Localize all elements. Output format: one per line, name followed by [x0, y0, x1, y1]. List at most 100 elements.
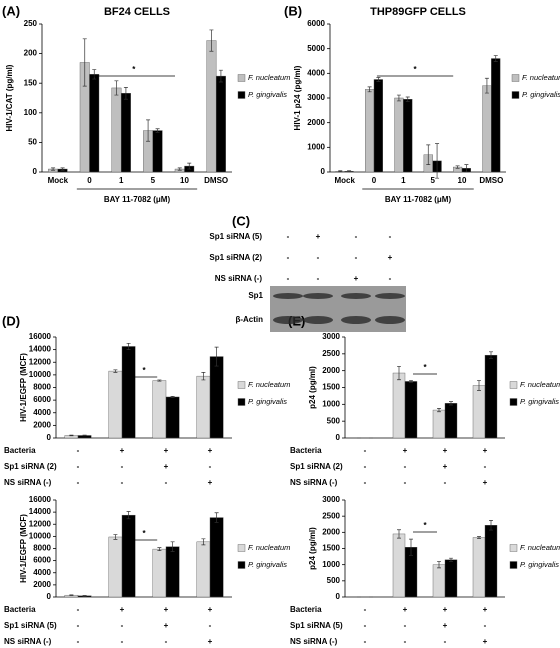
bar [121, 514, 136, 598]
bar [215, 75, 226, 173]
panel-label: (A) [2, 3, 20, 18]
error-bar [187, 162, 192, 170]
error-bar [214, 512, 219, 523]
row-sign: - [355, 232, 358, 241]
row-sign: - [317, 274, 320, 283]
condition-sign: + [208, 637, 213, 646]
x-tick-label: 1 [401, 176, 406, 185]
y-tick-label: 2000 [307, 118, 325, 127]
bar [444, 403, 458, 439]
legend-label: F. nucleatum [520, 543, 560, 552]
condition-sign: - [444, 478, 447, 487]
legend-label: P. gingivalis [248, 560, 287, 569]
y-tick-label: 6000 [33, 556, 51, 565]
bar [120, 93, 131, 173]
x-group-label: BAY 11-7082 (μM) [104, 195, 171, 204]
condition-sign: + [443, 621, 448, 630]
error-bar [397, 365, 401, 381]
bar [373, 79, 384, 173]
error-bar [146, 119, 151, 142]
error-bar [218, 69, 223, 83]
row-sign: - [317, 253, 320, 262]
legend-swatch [237, 381, 246, 389]
bar [152, 130, 163, 173]
bar [404, 381, 418, 439]
legend-swatch [237, 398, 246, 406]
y-tick-label: 100 [24, 108, 38, 117]
condition-sign: - [404, 621, 407, 630]
condition-label: NS siRNA (-) [4, 637, 52, 646]
y-tick-label: 500 [327, 416, 341, 425]
error-bar [455, 165, 460, 169]
condition-sign: + [443, 605, 448, 614]
condition-label: Sp1 siRNA (2) [4, 462, 57, 471]
y-tick-label: 1500 [322, 544, 340, 553]
y-tick-label: 250 [24, 19, 38, 28]
x-tick-label: DMSO [479, 176, 503, 185]
condition-sign: + [483, 446, 488, 455]
y-tick-label: 12000 [29, 357, 52, 366]
bar [444, 559, 458, 598]
legend-label: P. gingivalis [248, 397, 287, 406]
error-bar [201, 538, 206, 546]
error-bar [51, 167, 56, 171]
y-tick-label: 6000 [33, 395, 51, 404]
error-bar [177, 167, 182, 171]
y-tick-label: 14000 [29, 507, 52, 516]
condition-label: NS siRNA (-) [290, 478, 338, 487]
y-tick-label: 10000 [29, 370, 52, 379]
bar [196, 541, 211, 598]
y-tick-label: 4000 [33, 408, 51, 417]
row-label: Sp1 siRNA (2) [209, 253, 262, 262]
error-bar [157, 379, 162, 382]
bar [432, 564, 446, 598]
condition-label: Bacteria [290, 605, 322, 614]
band [341, 293, 371, 299]
legend-label: P. gingivalis [520, 560, 559, 569]
condition-label: Sp1 siRNA (5) [4, 621, 57, 630]
row-sign: - [287, 274, 290, 283]
legend-swatch [237, 544, 246, 552]
band-label: Sp1 [248, 291, 263, 300]
legend-label: F. nucleatum [248, 543, 290, 552]
row-sign: + [388, 253, 393, 262]
legend-label: F. nucleatum [248, 73, 290, 82]
condition-label: Bacteria [4, 605, 36, 614]
condition-sign: + [164, 462, 169, 471]
y-tick-label: 3000 [322, 495, 340, 504]
condition-sign: + [164, 446, 169, 455]
band [375, 316, 405, 324]
condition-sign: + [403, 446, 408, 455]
bar [482, 85, 492, 173]
error-bar [123, 86, 128, 100]
condition-sign: - [484, 462, 487, 471]
error-bar [82, 38, 87, 87]
condition-sign: + [164, 605, 169, 614]
bar [403, 99, 413, 173]
bar [392, 533, 406, 598]
y-tick-label: 2000 [322, 527, 340, 536]
significance-mark: * [423, 521, 427, 530]
x-tick-label: 0 [372, 176, 377, 185]
y-tick-label: 1000 [322, 399, 340, 408]
error-bar [409, 380, 413, 383]
y-tick-label: 16000 [29, 495, 52, 504]
y-axis-title: p24 (pg/ml) [308, 527, 317, 570]
panel-label: (B) [284, 3, 302, 18]
condition-sign: + [208, 446, 213, 455]
condition-sign: + [120, 446, 125, 455]
band [375, 293, 405, 299]
condition-sign: + [483, 478, 488, 487]
error-bar [157, 547, 162, 551]
y-tick-label: 10000 [29, 531, 52, 540]
condition-sign: - [121, 621, 124, 630]
bar [392, 372, 406, 439]
condition-sign: - [209, 462, 212, 471]
row-sign: + [354, 274, 359, 283]
bar [209, 517, 224, 598]
condition-label: Bacteria [4, 446, 36, 455]
bar [206, 40, 217, 173]
y-tick-label: 0 [336, 433, 341, 442]
legend-label: P. gingivalis [248, 90, 287, 99]
